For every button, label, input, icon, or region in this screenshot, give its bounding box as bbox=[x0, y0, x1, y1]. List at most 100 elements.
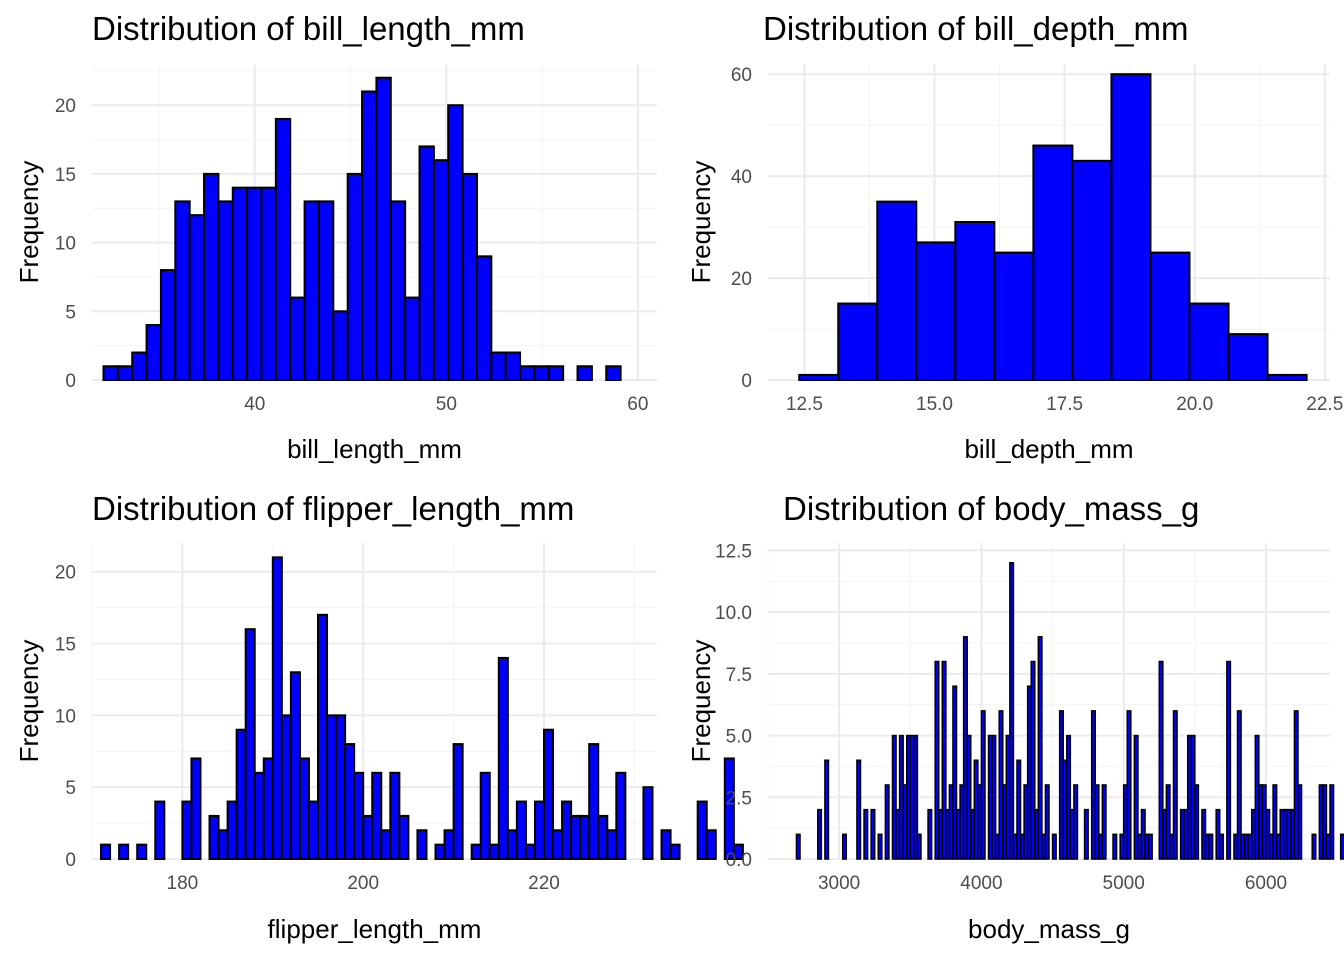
y-tick-label: 2.5 bbox=[726, 788, 752, 809]
histogram-bar bbox=[824, 759, 830, 860]
histogram-bar bbox=[980, 710, 986, 860]
histogram-bar bbox=[993, 251, 1035, 381]
histogram-bar bbox=[260, 186, 277, 381]
histogram-bar bbox=[346, 172, 364, 381]
histogram-bar bbox=[1110, 73, 1152, 382]
histogram-bar bbox=[1016, 759, 1022, 860]
histogram-bar bbox=[1032, 144, 1074, 381]
histogram-bar bbox=[418, 145, 435, 381]
histogram-bar bbox=[856, 759, 862, 860]
histogram-bar bbox=[561, 800, 573, 861]
chart-title: Distribution of bill_depth_mm bbox=[763, 10, 1189, 47]
histogram-bar bbox=[876, 200, 918, 381]
histogram-bar bbox=[344, 743, 356, 860]
histogram-bar bbox=[547, 365, 565, 381]
x-axis-label: bill_length_mm bbox=[287, 434, 462, 464]
histogram-bar bbox=[289, 671, 301, 860]
histogram-bar bbox=[136, 843, 148, 860]
histogram-bar bbox=[863, 808, 869, 860]
histogram-bar bbox=[335, 714, 347, 861]
histogram-bar bbox=[235, 728, 247, 861]
histogram-bar bbox=[533, 365, 550, 381]
histogram-bar bbox=[660, 829, 672, 860]
histogram-bar bbox=[597, 814, 609, 861]
histogram-bar bbox=[188, 214, 206, 381]
histogram-bar bbox=[389, 771, 401, 860]
histogram-bar bbox=[371, 771, 383, 860]
histogram-panel: 180 200 220 0 5 10 15 20 Distribution of flipper… bbox=[14, 490, 744, 944]
histogram-bar bbox=[307, 800, 319, 861]
x-tick-label: 6000 bbox=[1245, 873, 1287, 894]
histogram-bar bbox=[416, 829, 428, 860]
y-tick-label: 0 bbox=[65, 850, 76, 871]
y-axis-label: Frequency bbox=[686, 640, 716, 763]
y-tick-label: 60 bbox=[731, 65, 752, 86]
x-tick-label: 180 bbox=[167, 873, 199, 894]
histogram-bar bbox=[966, 734, 972, 860]
histogram-bar bbox=[1322, 784, 1328, 860]
histogram-bar bbox=[1227, 333, 1269, 381]
histogram-bar bbox=[915, 241, 957, 381]
x-axis-label: flipper_length_mm bbox=[268, 914, 482, 944]
histogram-bar bbox=[576, 365, 593, 381]
histogram-bar bbox=[118, 843, 130, 860]
histogram-bar bbox=[941, 660, 947, 860]
histogram-bar bbox=[1051, 833, 1057, 860]
x-tick-label: 60 bbox=[627, 394, 648, 415]
histogram-bar bbox=[1272, 784, 1278, 860]
histogram-bar bbox=[145, 324, 162, 382]
histogram-bar bbox=[705, 829, 717, 860]
histogram-bar bbox=[991, 734, 997, 860]
histogram-bar bbox=[1158, 660, 1164, 860]
histogram-panel: 12.5 15.0 17.5 20.0 22.5 0 20 40 60 Distribution … bbox=[686, 10, 1343, 464]
histogram-bar bbox=[246, 186, 263, 381]
y-tick-label: 5 bbox=[65, 778, 76, 799]
chart-title: Distribution of bill_length_mm bbox=[92, 10, 525, 47]
x-tick-label: 4000 bbox=[960, 873, 1002, 894]
histogram-bar bbox=[226, 800, 238, 861]
histogram-bar bbox=[332, 310, 349, 382]
histogram-bar bbox=[208, 814, 220, 861]
histogram-bar bbox=[927, 808, 933, 860]
x-axis-label: bill_depth_mm bbox=[964, 434, 1133, 464]
x-tick-label: 17.5 bbox=[1046, 394, 1083, 415]
histogram-bar bbox=[432, 159, 450, 381]
histogram-bar bbox=[317, 613, 329, 860]
x-tick-label: 20.0 bbox=[1176, 394, 1213, 415]
y-tick-label: 20 bbox=[55, 563, 76, 584]
y-tick-label: 7.5 bbox=[726, 665, 752, 686]
histogram-bar bbox=[326, 714, 338, 861]
histogram-bar bbox=[488, 843, 500, 860]
histogram-bar bbox=[361, 90, 378, 381]
y-axis-label: Frequency bbox=[14, 640, 44, 763]
y-axis-label: Frequency bbox=[14, 161, 44, 284]
histogram-bar bbox=[952, 685, 958, 860]
histogram-bar bbox=[116, 365, 134, 381]
histogram-bar bbox=[1208, 833, 1214, 860]
x-tick-label: 22.5 bbox=[1306, 394, 1343, 415]
histogram-bar bbox=[253, 771, 265, 860]
y-tick-label: 0.0 bbox=[726, 850, 752, 871]
histogram-bar bbox=[271, 556, 283, 860]
histogram-bar bbox=[1126, 710, 1132, 860]
y-tick-label: 0 bbox=[65, 371, 76, 392]
histogram-bar bbox=[515, 800, 527, 861]
histogram-bar bbox=[606, 829, 618, 860]
histogram-bar bbox=[570, 814, 582, 861]
histogram-bar bbox=[732, 843, 744, 860]
histogram-bar bbox=[389, 200, 407, 381]
histogram-bar bbox=[1133, 734, 1139, 860]
histogram-bar bbox=[795, 833, 801, 860]
histogram-bar bbox=[362, 814, 374, 861]
x-tick-label: 5000 bbox=[1103, 873, 1145, 894]
y-tick-label: 15 bbox=[55, 165, 76, 186]
histogram-bar bbox=[642, 786, 654, 861]
histogram-bar bbox=[298, 757, 310, 860]
histogram-bar bbox=[1066, 734, 1072, 860]
x-tick-label: 50 bbox=[436, 394, 457, 415]
histogram-bar bbox=[891, 734, 897, 860]
histogram-bar bbox=[404, 296, 421, 381]
histogram-bar bbox=[353, 771, 365, 860]
histogram-bar bbox=[605, 365, 622, 381]
